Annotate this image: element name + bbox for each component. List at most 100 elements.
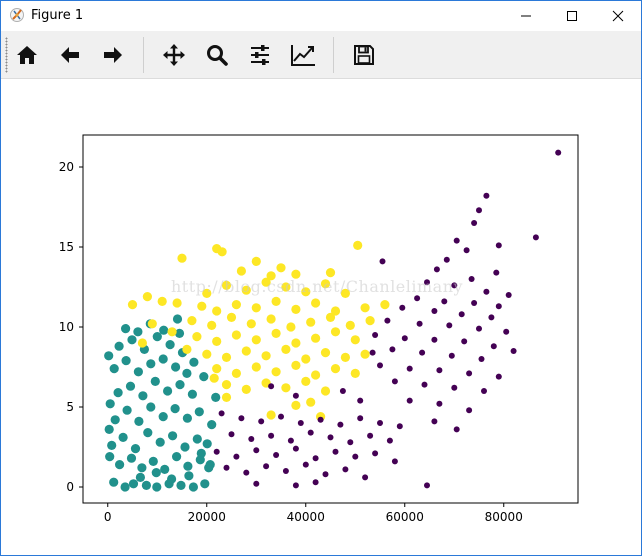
- scatter-point: [199, 372, 209, 382]
- figure-canvas[interactable]: 0 20000 40000 60000 80000 0 5 10 15 20 http://blo…: [1, 79, 641, 555]
- scatter-point: [320, 279, 331, 289]
- scatter-point: [312, 455, 319, 462]
- maximize-button[interactable]: [549, 1, 595, 31]
- scatter-point: [223, 464, 230, 471]
- scatter-point: [152, 332, 162, 342]
- scatter-point: [212, 306, 222, 316]
- home-button[interactable]: [11, 39, 43, 71]
- scatter-point: [320, 348, 331, 358]
- scatter-point: [297, 420, 304, 426]
- scatter-point: [302, 461, 309, 468]
- scatter-point: [391, 378, 398, 385]
- scatter-point: [104, 424, 114, 434]
- scatter-point: [287, 437, 294, 444]
- scatter-point: [248, 436, 255, 442]
- scatter-point: [271, 328, 281, 338]
- scatter-point: [231, 300, 241, 310]
- scatter-point: [380, 300, 390, 310]
- scatter-point: [221, 280, 232, 290]
- scatter-point: [231, 368, 241, 378]
- toolbar-grip[interactable]: [5, 37, 8, 73]
- scatter-point: [148, 456, 158, 466]
- scatter-point: [231, 330, 241, 340]
- watermark-text: http://blog.csdn.net/Chanlelimany: [171, 277, 464, 296]
- scatter-point: [555, 149, 562, 156]
- scatter-point: [263, 463, 270, 470]
- scatter-point: [330, 306, 341, 316]
- scatter-point: [322, 471, 329, 478]
- scatter-point: [246, 319, 256, 329]
- scatter-point: [330, 327, 341, 337]
- scatter-point: [221, 392, 232, 402]
- scatter-point: [168, 431, 178, 441]
- scatter-point: [436, 400, 443, 407]
- save-button[interactable]: [348, 39, 380, 71]
- scatter-point: [311, 370, 321, 380]
- scatter-point: [466, 370, 473, 377]
- zoom-button[interactable]: [201, 39, 233, 71]
- minimize-button[interactable]: [503, 1, 549, 31]
- scatter-point: [182, 413, 192, 423]
- scatter-point: [258, 418, 265, 425]
- scatter-point: [466, 407, 473, 414]
- forward-button[interactable]: [97, 39, 129, 71]
- scatter-point: [325, 312, 336, 322]
- scatter-point: [424, 279, 430, 286]
- scatter-point: [357, 397, 364, 404]
- edit-axis-button[interactable]: [287, 39, 319, 71]
- scatter-point: [266, 271, 276, 281]
- back-button[interactable]: [54, 39, 86, 71]
- scatter-point: [431, 308, 438, 314]
- scatter-point: [505, 292, 512, 298]
- move-icon: [163, 44, 185, 66]
- scatter-point: [377, 420, 383, 426]
- scatter-point: [174, 328, 185, 338]
- configure-subplots-button[interactable]: [244, 39, 276, 71]
- axes-frame: [82, 134, 579, 504]
- scatter-point: [175, 380, 185, 390]
- scatter-point: [152, 482, 162, 492]
- scatter-point: [228, 431, 235, 438]
- scatter-point: [451, 282, 458, 289]
- scatter-point: [488, 314, 495, 321]
- scatter-point: [167, 474, 177, 484]
- pan-button[interactable]: [158, 39, 190, 71]
- scatter-point: [357, 415, 364, 422]
- scatter-point: [104, 351, 114, 361]
- scatter-point: [476, 207, 482, 214]
- scatter-point: [372, 332, 379, 338]
- scatter-point: [158, 412, 168, 422]
- scatter-point: [184, 471, 194, 481]
- scatter-point: [251, 362, 261, 372]
- scatter-point: [114, 341, 124, 351]
- scatter-point: [278, 413, 284, 420]
- y-tick-label: 0: [66, 480, 74, 494]
- scatter-point: [311, 298, 321, 308]
- close-button[interactable]: [595, 1, 641, 31]
- scatter-point: [266, 314, 276, 324]
- maximize-icon: [567, 11, 577, 21]
- scatter-point: [495, 242, 502, 249]
- scatter-point: [241, 384, 251, 394]
- scatter-point: [189, 357, 199, 367]
- scatter-point: [212, 364, 222, 374]
- scatter-point: [441, 298, 448, 305]
- scatter-point: [180, 442, 190, 452]
- scatter-point: [414, 295, 421, 302]
- scatter-point: [192, 332, 202, 342]
- scatter-point: [105, 452, 115, 462]
- scatter-point: [325, 268, 336, 278]
- scatter-point: [217, 247, 227, 257]
- scatter-point: [236, 266, 246, 276]
- matplotlib-app-icon: [10, 8, 24, 22]
- scatter-point: [320, 386, 331, 396]
- x-tick-label: 20000: [188, 510, 226, 524]
- scatter-point: [251, 256, 261, 266]
- scatter-point: [332, 448, 339, 455]
- scatter-point: [146, 402, 156, 412]
- title-bar[interactable]: Figure 1: [1, 1, 641, 31]
- scatter-point: [453, 237, 460, 244]
- scatter-point: [471, 220, 478, 226]
- scatter-point: [292, 482, 299, 489]
- scatter-point: [243, 469, 250, 476]
